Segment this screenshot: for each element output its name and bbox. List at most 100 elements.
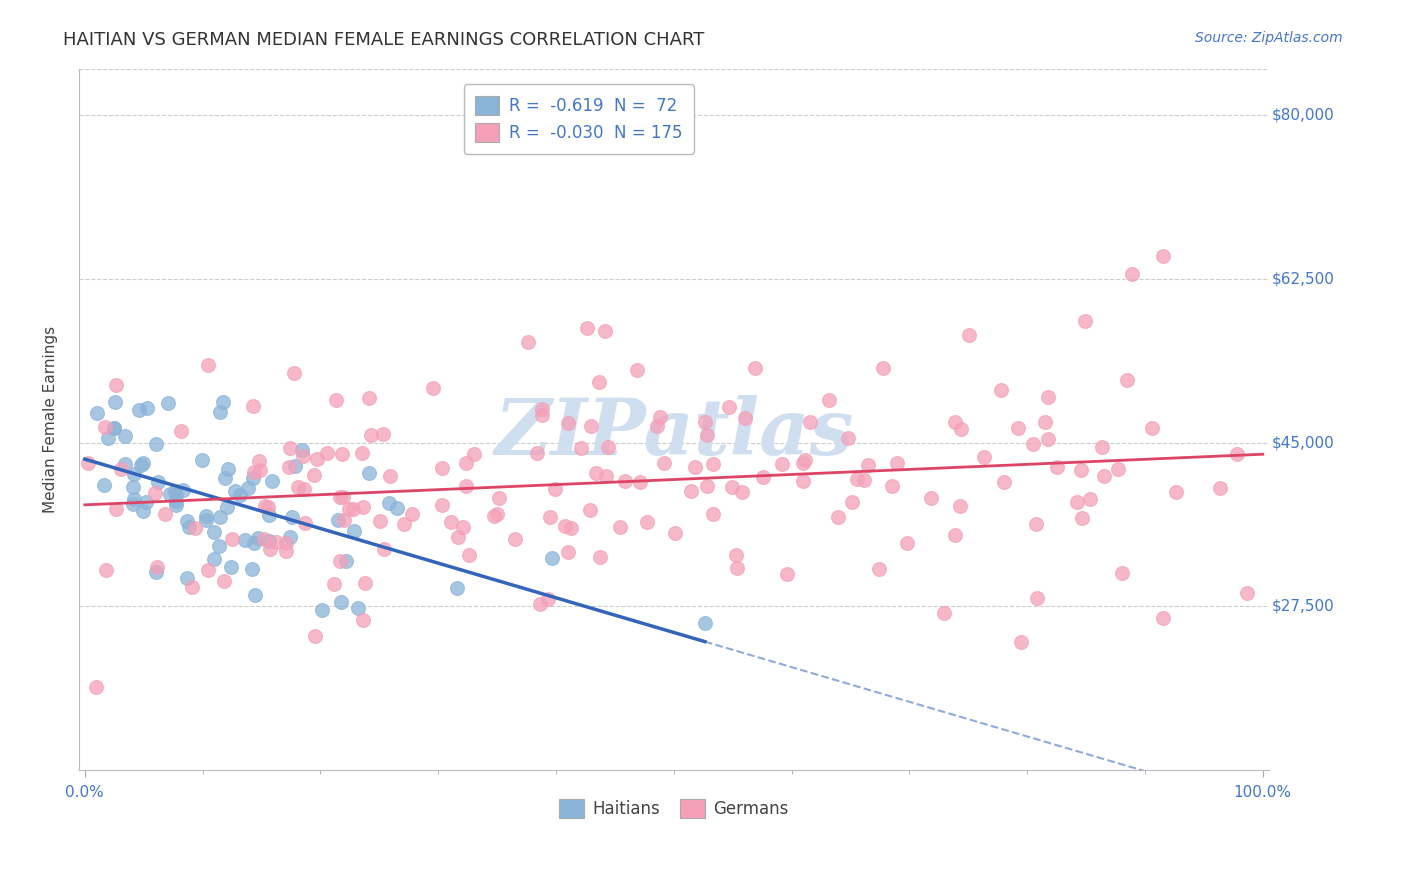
Text: Source: ZipAtlas.com: Source: ZipAtlas.com xyxy=(1195,31,1343,45)
Point xyxy=(422,381,444,395)
Point xyxy=(170,424,193,438)
Text: $27,500: $27,500 xyxy=(1272,599,1334,614)
Point xyxy=(990,383,1012,397)
Point xyxy=(576,321,599,335)
Point xyxy=(993,475,1015,490)
Point xyxy=(360,427,382,442)
Point xyxy=(744,361,766,376)
Point xyxy=(305,452,328,467)
Point xyxy=(332,490,354,504)
Point xyxy=(585,466,607,480)
Point xyxy=(122,467,145,481)
Point xyxy=(233,533,256,547)
Point xyxy=(702,507,724,521)
Point xyxy=(853,473,876,487)
Point xyxy=(221,532,243,546)
Point xyxy=(579,418,602,433)
Point xyxy=(957,328,980,343)
Point xyxy=(274,544,297,558)
Point xyxy=(354,576,377,591)
Point xyxy=(949,422,972,436)
Point xyxy=(1078,492,1101,507)
Point xyxy=(1107,461,1129,475)
Text: ZIPatlas: ZIPatlas xyxy=(494,395,853,472)
Point xyxy=(242,536,264,550)
Point xyxy=(103,421,125,435)
Point xyxy=(214,574,236,588)
Point xyxy=(440,515,463,529)
Point xyxy=(628,475,651,489)
Point xyxy=(841,495,863,509)
Point xyxy=(1152,249,1174,263)
Point xyxy=(209,510,232,524)
Point xyxy=(456,456,478,470)
Point xyxy=(920,491,942,505)
Point xyxy=(284,458,307,473)
Point xyxy=(278,530,301,544)
Point xyxy=(172,483,194,497)
Point xyxy=(129,458,152,472)
Point xyxy=(315,446,337,460)
Point xyxy=(488,491,510,505)
Point xyxy=(1033,415,1056,429)
Point xyxy=(197,563,219,577)
Point xyxy=(94,420,117,434)
Point xyxy=(159,487,181,501)
Point xyxy=(304,629,326,643)
Point xyxy=(645,418,668,433)
Point xyxy=(253,500,276,514)
Point xyxy=(278,442,301,456)
Point xyxy=(236,482,259,496)
Point xyxy=(693,616,716,631)
Point xyxy=(886,456,908,470)
Point xyxy=(529,597,551,611)
Point xyxy=(283,366,305,380)
Point xyxy=(1116,373,1139,387)
Point xyxy=(104,378,127,392)
Point xyxy=(165,498,187,512)
Point xyxy=(343,524,366,539)
Point xyxy=(246,531,269,545)
Point xyxy=(329,553,352,567)
Point xyxy=(302,467,325,482)
Point xyxy=(180,580,202,594)
Point xyxy=(943,415,966,429)
Point xyxy=(330,447,353,461)
Point xyxy=(721,480,744,494)
Point xyxy=(484,508,506,523)
Point xyxy=(949,499,972,513)
Point xyxy=(626,363,648,377)
Point xyxy=(696,479,718,493)
Point xyxy=(1007,421,1029,435)
Point xyxy=(446,581,468,595)
Point xyxy=(943,527,966,541)
Point xyxy=(76,456,98,470)
Point xyxy=(503,532,526,546)
Point xyxy=(202,552,225,566)
Point xyxy=(932,606,955,620)
Point xyxy=(557,545,579,559)
Point xyxy=(131,503,153,517)
Point xyxy=(693,415,716,429)
Point xyxy=(132,456,155,470)
Point xyxy=(560,521,582,535)
Point xyxy=(1021,437,1043,451)
Point xyxy=(1092,469,1115,483)
Point xyxy=(827,510,849,524)
Point xyxy=(165,488,187,502)
Point xyxy=(259,542,281,557)
Point xyxy=(228,488,250,502)
Point xyxy=(1070,463,1092,477)
Point xyxy=(1071,511,1094,525)
Point xyxy=(447,531,470,545)
Point xyxy=(165,494,187,508)
Point xyxy=(243,466,266,480)
Point xyxy=(457,548,479,562)
Point xyxy=(517,335,540,350)
Point xyxy=(287,480,309,494)
Point xyxy=(751,470,773,484)
Point xyxy=(145,560,167,574)
Point xyxy=(882,478,904,492)
Text: $80,000: $80,000 xyxy=(1272,108,1334,123)
Point xyxy=(247,454,270,468)
